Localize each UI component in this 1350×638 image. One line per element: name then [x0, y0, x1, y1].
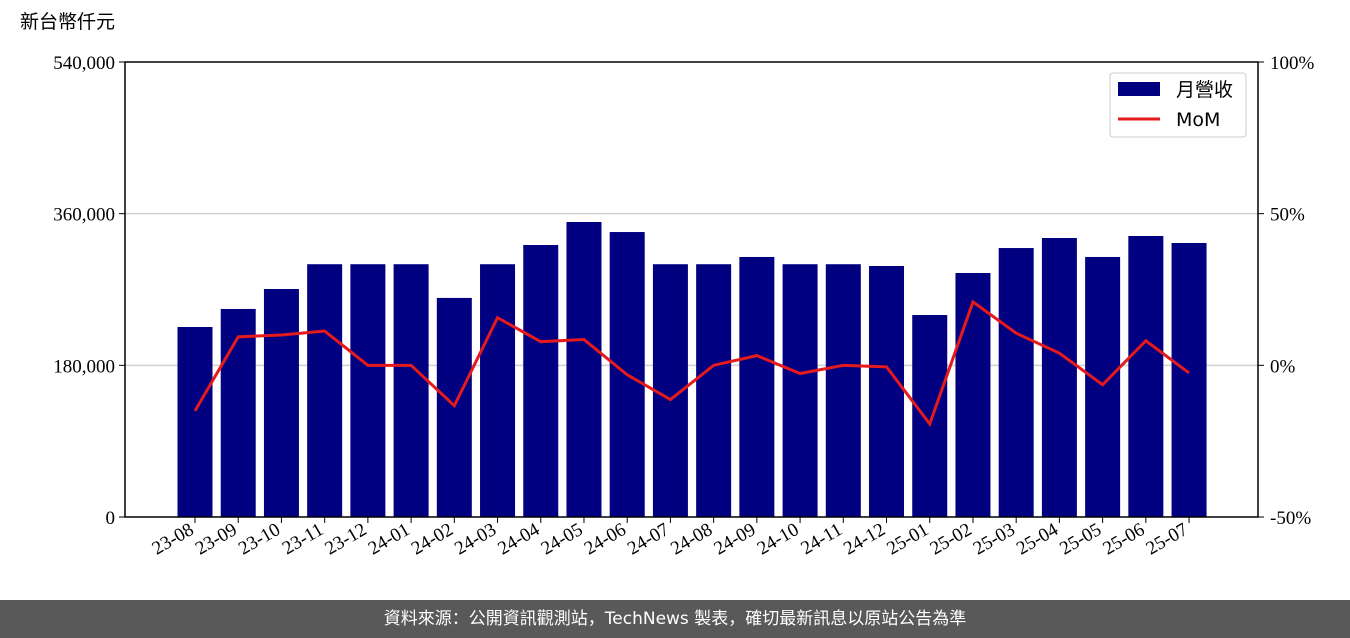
bar	[1041, 238, 1077, 518]
x-tick-label: 24-03	[451, 519, 500, 559]
bar	[1128, 235, 1164, 518]
y-tick-label: 540,000	[53, 53, 115, 74]
bar	[955, 272, 991, 517]
bar	[393, 264, 429, 517]
x-tick-label: 25-01	[883, 519, 932, 559]
y2-tick-label: 100%	[1270, 53, 1315, 74]
x-tick-label: 25-06	[1099, 519, 1148, 559]
bar	[263, 288, 299, 517]
x-tick-label: 24-07	[624, 519, 673, 559]
legend-label: 月營收	[1176, 79, 1233, 101]
x-tick-label: 24-09	[710, 519, 759, 559]
bar	[350, 264, 386, 517]
x-tick-label: 25-03	[970, 519, 1019, 559]
bar	[1085, 256, 1121, 517]
y2-tick-label: 50%	[1270, 205, 1305, 226]
x-tick-label: 23-08	[149, 519, 198, 559]
bar	[782, 264, 818, 517]
x-tick-label: 25-05	[1056, 519, 1105, 559]
x-tick-label: 24-05	[538, 519, 587, 559]
legend-swatch	[1118, 82, 1160, 96]
bar	[998, 248, 1034, 518]
y2-tick-label: -50%	[1270, 508, 1311, 529]
x-tick-label: 25-07	[1143, 519, 1192, 559]
x-tick-label: 23-12	[321, 519, 370, 559]
bar	[912, 315, 948, 517]
x-tick-label: 24-01	[365, 519, 414, 559]
plot-frame	[124, 61, 1259, 518]
footer: 資料來源：公開資訊觀測站，TechNews 製表，確切最新訊息以原站公告為準	[0, 600, 1350, 638]
x-tick-label: 24-08	[667, 519, 716, 559]
x-tick-label: 24-10	[754, 519, 803, 559]
bar	[480, 264, 516, 517]
legend-label: MoM	[1176, 109, 1220, 131]
y-tick-label: 360,000	[53, 205, 115, 226]
x-tick-label: 24-12	[840, 519, 889, 559]
bar	[696, 264, 732, 517]
x-tick-label: 24-02	[408, 519, 457, 559]
x-tick-label: 24-11	[798, 519, 846, 559]
bar	[220, 308, 256, 517]
x-tick-label: 25-04	[1013, 519, 1062, 560]
bar	[523, 245, 559, 517]
bar	[869, 265, 905, 517]
x-tick-label: 25-02	[927, 519, 976, 559]
x-tick-label: 23-11	[279, 519, 327, 559]
x-tick-label: 24-04	[494, 519, 543, 560]
bar	[825, 264, 861, 517]
bar	[739, 256, 775, 517]
bar	[1171, 242, 1207, 517]
bar	[307, 264, 343, 517]
chart: 新台幣仟元 0 180,000 360,000 540,000 -50% 0% 50% 100…	[20, 11, 1315, 560]
y-tick-label: 0	[106, 508, 116, 529]
bar	[566, 222, 602, 517]
x-tick-label: 23-10	[235, 519, 284, 559]
y-axis-label: 新台幣仟元	[20, 11, 115, 33]
bar	[177, 326, 213, 517]
y-tick-label: 180,000	[53, 356, 115, 377]
line	[193, 299, 1190, 427]
y2-tick-label: 0%	[1270, 356, 1296, 377]
x-tick-label: 23-09	[192, 519, 241, 559]
x-tick-label: 24-06	[581, 519, 630, 559]
